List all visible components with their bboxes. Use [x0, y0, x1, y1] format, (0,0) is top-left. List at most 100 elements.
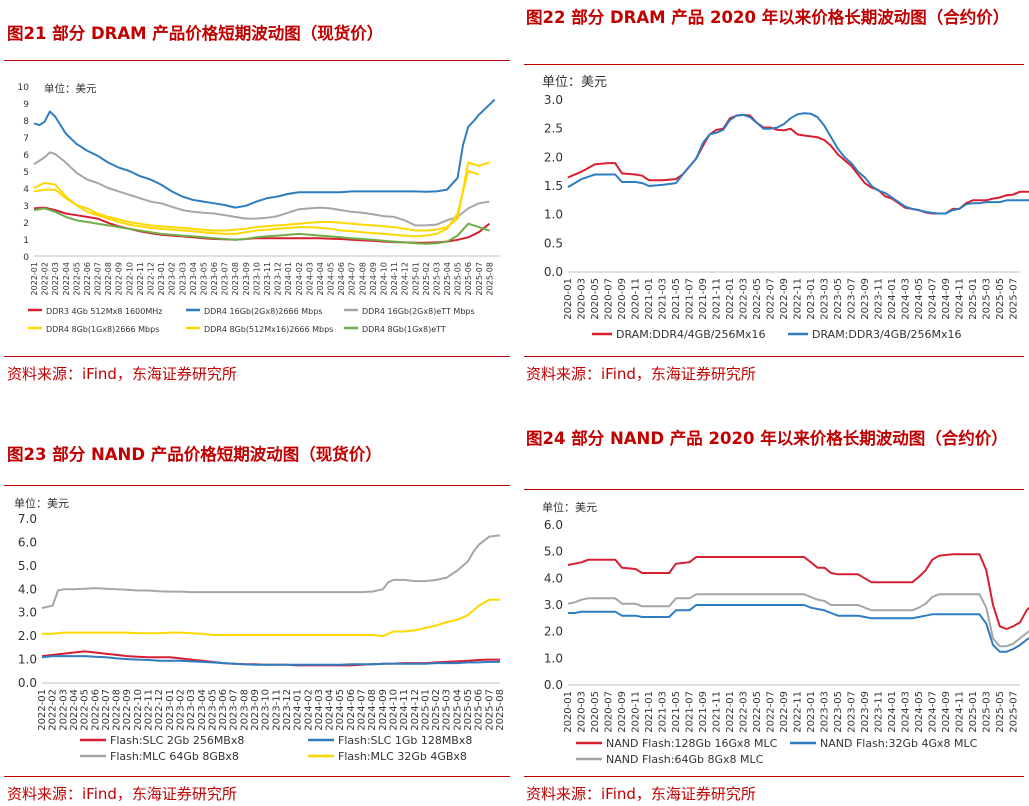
x-tick-label: 2022-03	[51, 262, 60, 295]
x-tick-label: 2022-04	[62, 262, 71, 295]
x-tick-label: 2020-07	[603, 278, 614, 320]
x-tick-label: 2025-02	[422, 262, 431, 295]
y-tick-label: 1	[23, 236, 29, 246]
unit-label: 单位：美元	[14, 496, 69, 510]
series-line-1	[41, 655, 500, 666]
x-tick-label: 2025-01	[968, 691, 979, 733]
x-tick-label: 2024-05	[914, 278, 925, 320]
panel-dram-spot: 图21 部分 DRAM 产品价格短期波动图（现货价） 单位：美元 0 1 2 3 4 5 6 7…	[0, 0, 514, 403]
x-tick-label: 2024-11	[954, 691, 965, 733]
x-tick-label: 2024-04	[316, 262, 325, 295]
legend-label: DDR4 16Gb(2Gx8)eTT Mbps	[362, 307, 475, 316]
x-tick-label: 2021-01	[644, 278, 655, 320]
y-tick-label: 9	[23, 100, 29, 110]
x-tick-label: 2025-07	[1008, 691, 1019, 733]
x-tick-label: 2023-05	[199, 262, 208, 295]
y-tick-label: 4	[23, 185, 29, 195]
legend-label: Flash:MLC 64Gb 8GBx8	[110, 750, 239, 761]
chart-nand-contract: 单位：美元 0.0 1.0 2.0 3.0 4.0 5.0 6.0 2020-01 2020-03…	[542, 500, 1029, 763]
x-tick-label: 2020-01	[563, 691, 574, 733]
x-tick-label: 2021-03	[657, 278, 668, 320]
x-tick-label: 2025-02	[431, 689, 442, 731]
y-tick-label: 1.0	[544, 208, 563, 222]
y-tick-label: 7.0	[18, 512, 37, 526]
y-tick-label: 5.0	[544, 545, 563, 559]
x-tick-label: 2023-10	[252, 262, 261, 295]
x-tick-label: 2023-03	[186, 689, 197, 731]
x-tick-label: 2023-09	[242, 262, 251, 295]
x-tick-label: 2023-08	[239, 689, 250, 731]
x-tick-label: 2023-04	[189, 262, 198, 295]
x-tick-label: 2024-05	[335, 689, 346, 731]
source-note: 资料来源：iFind，东海证券研究所	[7, 365, 237, 383]
x-tick-label: 2021-07	[684, 278, 695, 320]
x-tick-label: 2020-05	[590, 278, 601, 320]
x-tick-label: 2023-07	[846, 278, 857, 320]
panel-title: 图22 部分 DRAM 产品 2020 年以来价格长期波动图（合约价）	[526, 8, 1010, 27]
x-tick-label: 2024-02	[303, 689, 314, 731]
y-tick-label: 6	[23, 151, 29, 161]
x-tick-label: 2025-07	[484, 689, 495, 731]
x-tick-label: 2024-07	[927, 691, 938, 733]
x-tick-label: 2022-05	[752, 278, 763, 320]
legend-label: DDR3 4Gb 512Mx8 1600MHz	[46, 307, 162, 316]
legend-label: DRAM:DDR3/4GB/256Mx16	[812, 328, 961, 341]
x-tick-label: 2023-09	[250, 689, 261, 731]
x-tick-label: 2023-12	[274, 262, 283, 295]
x-tick-label: 2022-05	[752, 691, 763, 733]
title-rule	[524, 489, 1024, 490]
x-tick-label: 2025-03	[442, 689, 453, 731]
x-tick-label: 2021-11	[711, 278, 722, 320]
x-tick-label: 2025-03	[432, 262, 441, 295]
x-tick-label: 2022-01	[725, 278, 736, 320]
x-tick-label: 2023-06	[218, 689, 229, 731]
x-tick-label: 2022-03	[738, 691, 749, 733]
x-tick-label: 2024-01	[293, 689, 304, 731]
x-tick-label: 2024-09	[369, 262, 378, 295]
x-tick-label: 2023-05	[833, 278, 844, 320]
x-tick-label: 2022-11	[792, 691, 803, 733]
x-tick-label: 2020-05	[590, 691, 601, 733]
unit-label: 单位：美元	[44, 82, 97, 95]
y-tick-label: 8	[23, 117, 29, 127]
x-tick-label: 2024-07	[357, 689, 368, 731]
x-tick-label: 2024-03	[314, 689, 325, 731]
x-tick-label: 2023-09	[860, 691, 871, 733]
x-tick-label: 2023-01	[157, 262, 166, 295]
x-tick-label: 2024-06	[337, 262, 346, 295]
source-rule	[4, 776, 510, 777]
source-rule	[524, 776, 1024, 777]
x-tick-label: 2024-12	[410, 689, 421, 731]
x-tick-label: 2025-05	[454, 262, 463, 295]
x-tick-label: 2022-11	[792, 278, 803, 320]
x-tick-label: 2025-08	[495, 689, 506, 731]
source-note: 资料来源：iFind，东海证券研究所	[526, 785, 756, 803]
x-tick-label: 2022-02	[48, 689, 59, 731]
x-tick-label: 2022-09	[779, 691, 790, 733]
legend-label: NAND Flash:128Gb 16Gx8 MLC	[606, 737, 778, 750]
y-tick-label: 5	[23, 168, 29, 178]
x-tick-label: 2022-07	[101, 689, 112, 731]
x-tick-label: 2021-07	[684, 691, 695, 733]
x-tick-label: 2024-09	[941, 691, 952, 733]
x-tick-label: 2020-11	[630, 691, 641, 733]
x-tick-label: 2022-06	[83, 262, 92, 295]
x-tick-label: 2024-04	[325, 689, 336, 731]
x-tick-label: 2022-07	[765, 278, 776, 320]
x-tick-label: 2024-07	[927, 278, 938, 320]
x-tick-label: 2023-04	[197, 689, 208, 731]
x-tick-label: 2022-10	[133, 689, 144, 731]
x-tick-label: 2024-03	[305, 262, 314, 295]
x-tick-label: 2021-01	[644, 691, 655, 733]
source-rule	[4, 356, 510, 357]
x-tick-label: 2021-05	[671, 278, 682, 320]
x-tick-label: 2024-03	[900, 278, 911, 320]
series-line-5	[33, 207, 490, 245]
x-tick-label: 2021-11	[711, 691, 722, 733]
x-tick-label: 2023-06	[210, 262, 219, 295]
x-tick-label: 2025-05	[463, 689, 474, 731]
panel-title: 图24 部分 NAND 产品 2020 年以来价格长期波动图（合约价）	[526, 429, 1008, 448]
x-tick-label: 2022-10	[125, 262, 134, 295]
